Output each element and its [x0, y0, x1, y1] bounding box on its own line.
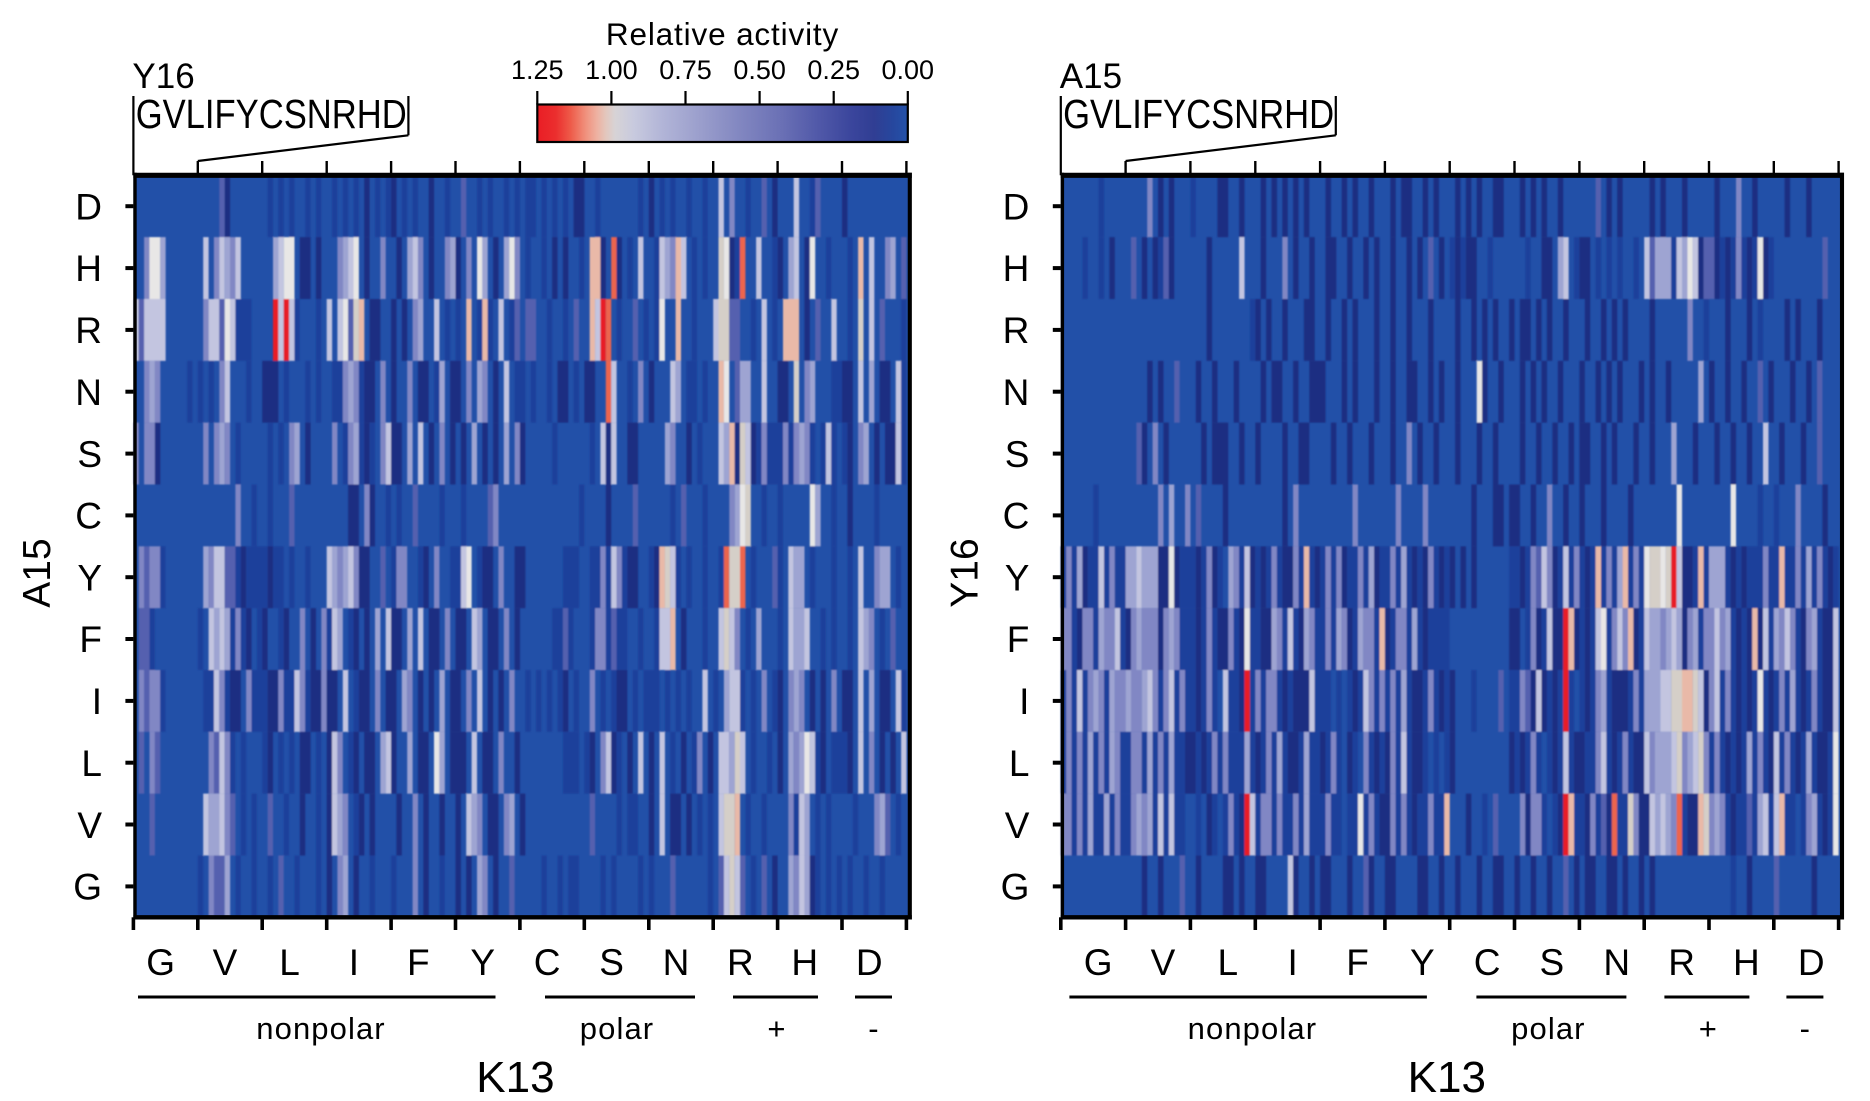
svg-text:L: L — [1218, 942, 1239, 983]
svg-text:H: H — [75, 248, 102, 289]
svg-text:G: G — [1001, 867, 1030, 908]
svg-text:I: I — [92, 681, 102, 722]
svg-text:N: N — [663, 942, 690, 983]
svg-text:C: C — [75, 496, 102, 537]
svg-text:H: H — [1003, 248, 1030, 289]
svg-text:G: G — [146, 942, 175, 983]
svg-text:H: H — [1733, 942, 1760, 983]
svg-text:I: I — [1288, 942, 1298, 983]
svg-text:1.25: 1.25 — [511, 55, 564, 85]
svg-text:S: S — [599, 942, 624, 983]
svg-text:R: R — [75, 310, 102, 351]
svg-text:+: + — [1699, 1011, 1718, 1046]
svg-text:L: L — [81, 743, 102, 784]
svg-text:Y: Y — [470, 942, 495, 983]
svg-text:V: V — [1151, 942, 1176, 983]
svg-text:0.75: 0.75 — [659, 55, 712, 85]
svg-text:A15: A15 — [16, 538, 59, 607]
svg-text:F: F — [1346, 942, 1369, 983]
svg-text:D: D — [75, 186, 102, 227]
svg-text:V: V — [1005, 805, 1030, 846]
svg-text:Y: Y — [1005, 557, 1030, 598]
svg-text:K13: K13 — [1408, 1053, 1486, 1101]
svg-text:A15: A15 — [1060, 57, 1122, 96]
svg-text:V: V — [213, 942, 238, 983]
svg-text:0.00: 0.00 — [882, 55, 935, 85]
svg-text:nonpolar: nonpolar — [1188, 1011, 1317, 1046]
svg-text:N: N — [1603, 942, 1630, 983]
svg-text:G: G — [73, 867, 102, 908]
svg-text:L: L — [1009, 743, 1030, 784]
svg-text:Y: Y — [77, 557, 102, 598]
svg-text:R: R — [1668, 942, 1695, 983]
svg-text:V: V — [77, 805, 102, 846]
svg-text:F: F — [79, 619, 102, 660]
svg-text:-: - — [1800, 1011, 1811, 1046]
svg-text:I: I — [1019, 681, 1029, 722]
svg-text:Y16: Y16 — [132, 57, 194, 96]
svg-text:K13: K13 — [476, 1053, 554, 1101]
svg-text:R: R — [1003, 310, 1030, 351]
svg-text:polar: polar — [580, 1011, 654, 1046]
svg-text:1.00: 1.00 — [585, 55, 638, 85]
svg-text:D: D — [1003, 186, 1030, 227]
svg-text:D: D — [856, 942, 883, 983]
svg-text:H: H — [791, 942, 818, 983]
svg-text:0.50: 0.50 — [733, 55, 786, 85]
svg-text:S: S — [1540, 942, 1565, 983]
svg-text:-: - — [868, 1011, 879, 1046]
svg-text:F: F — [407, 942, 430, 983]
svg-text:G: G — [1084, 942, 1113, 983]
svg-text:0.25: 0.25 — [807, 55, 860, 85]
svg-text:I: I — [349, 942, 359, 983]
svg-text:S: S — [1005, 434, 1030, 475]
svg-text:D: D — [1798, 942, 1825, 983]
svg-text:GVLIFYCSNRHD: GVLIFYCSNRHD — [136, 91, 407, 137]
svg-text:nonpolar: nonpolar — [256, 1011, 385, 1046]
svg-text:N: N — [1003, 372, 1030, 413]
svg-text:C: C — [1003, 496, 1030, 537]
svg-text:N: N — [75, 372, 102, 413]
svg-text:C: C — [1474, 942, 1501, 983]
svg-text:Y16: Y16 — [943, 538, 986, 607]
svg-text:F: F — [1007, 619, 1030, 660]
svg-text:Y: Y — [1410, 942, 1435, 983]
svg-text:GVLIFYCSNRHD: GVLIFYCSNRHD — [1063, 91, 1334, 137]
svg-text:R: R — [727, 942, 754, 983]
svg-text:C: C — [534, 942, 561, 983]
svg-text:polar: polar — [1511, 1011, 1585, 1046]
svg-text:Relative activity: Relative activity — [606, 16, 839, 52]
svg-text:S: S — [77, 434, 102, 475]
svg-text:+: + — [767, 1011, 786, 1046]
svg-text:L: L — [279, 942, 300, 983]
